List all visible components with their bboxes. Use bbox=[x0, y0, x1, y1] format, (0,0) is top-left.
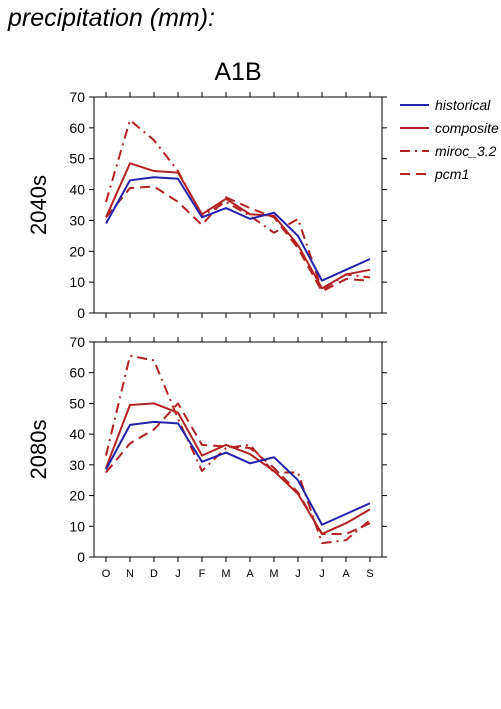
x-tick-label: O bbox=[102, 568, 111, 580]
x-tick-label: J bbox=[295, 568, 301, 580]
y-tick-label: 60 bbox=[69, 120, 85, 136]
legend: historical composite miroc_3.2 pcm1 bbox=[400, 97, 499, 182]
series-historical bbox=[105, 420, 371, 526]
y-tick-label: 10 bbox=[69, 518, 85, 534]
plot-frame bbox=[93, 96, 383, 314]
y-tick-label: 30 bbox=[69, 457, 85, 473]
series-composite bbox=[105, 162, 371, 290]
x-tick-label: A bbox=[342, 568, 350, 580]
y-tick-label: 70 bbox=[69, 334, 85, 350]
x-tick-label: M bbox=[221, 568, 230, 580]
y-tick-label: 20 bbox=[69, 488, 85, 504]
chart-title: A1B bbox=[214, 58, 261, 86]
y-tick-label: 60 bbox=[69, 365, 85, 381]
x-tick-label: A bbox=[246, 568, 254, 580]
y-tick-label: 40 bbox=[69, 182, 85, 198]
x-tick-label: N bbox=[126, 568, 134, 580]
series-miroc-3-2 bbox=[105, 119, 371, 291]
x-tick-label: S bbox=[366, 568, 373, 580]
y-tick-label: 0 bbox=[77, 305, 85, 321]
x-tick-label: F bbox=[199, 568, 206, 580]
y-tick-label: 20 bbox=[69, 243, 85, 259]
legend-label: historical bbox=[435, 97, 491, 113]
y-tick-label: 30 bbox=[69, 212, 85, 228]
y-tick-label: 0 bbox=[77, 549, 85, 565]
series-pcm1 bbox=[105, 402, 371, 535]
legend-item-pcm1: pcm1 bbox=[400, 166, 469, 182]
x-tick-label: J bbox=[319, 568, 325, 580]
y-tick-label: 70 bbox=[69, 89, 85, 105]
legend-item-composite: composite bbox=[400, 120, 499, 136]
y-tick-label: 50 bbox=[69, 395, 85, 411]
series-composite bbox=[105, 402, 371, 535]
chart-panels: 0 10 20 30 40 50 60 70 2040s 0 10 20 30 40 50 60 70 O N D J F… bbox=[26, 89, 387, 580]
y-tick-label: 40 bbox=[69, 426, 85, 442]
series-historical bbox=[105, 176, 371, 282]
y-tick-label: 50 bbox=[69, 151, 85, 167]
legend-item-miroc-3-2: miroc_3.2 bbox=[400, 143, 497, 159]
x-tick-label: D bbox=[150, 568, 158, 580]
plot-frame bbox=[93, 341, 383, 558]
y-tick-label: 10 bbox=[69, 274, 85, 290]
x-tick-label: J bbox=[175, 568, 181, 580]
series-pcm1 bbox=[105, 185, 371, 293]
panel-2040s: 0 10 20 30 40 50 60 70 2040s bbox=[26, 89, 387, 321]
x-tick-label: M bbox=[269, 568, 278, 580]
page-title: precipitation (mm): bbox=[8, 4, 215, 32]
legend-label: miroc_3.2 bbox=[435, 143, 497, 159]
legend-label: pcm1 bbox=[434, 166, 469, 182]
y-axis-label: 2080s bbox=[26, 420, 51, 480]
panel-2080s: 0 10 20 30 40 50 60 70 O N D J F M A M J J A S 2080s bbox=[26, 334, 387, 580]
legend-item-historical: historical bbox=[400, 97, 491, 113]
legend-label: composite bbox=[435, 120, 499, 136]
y-axis-label: 2040s bbox=[26, 175, 51, 235]
